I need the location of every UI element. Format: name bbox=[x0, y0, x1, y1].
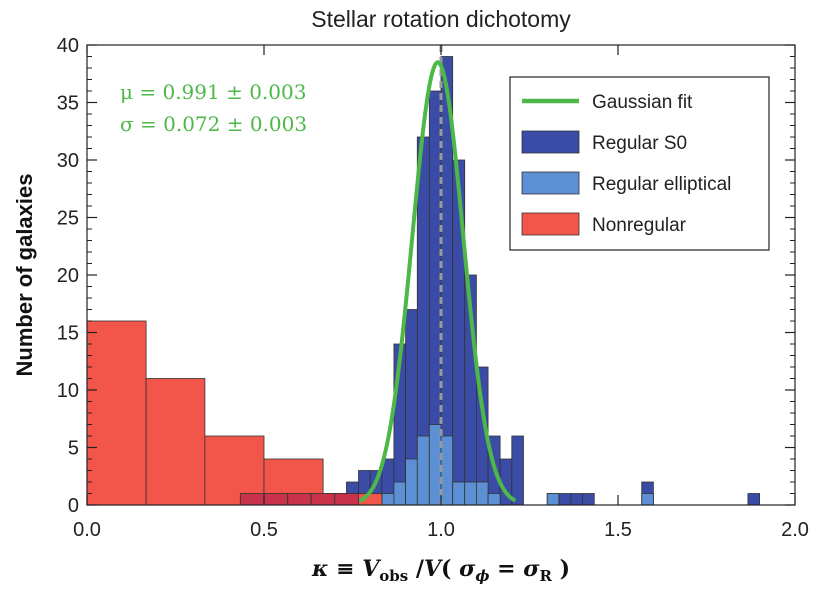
y-tick-label: 35 bbox=[57, 93, 79, 115]
bar-regular-elliptical bbox=[405, 458, 418, 506]
legend-label-gaussian-fit: Gaussian fit bbox=[592, 92, 693, 113]
bar-regular-elliptical bbox=[452, 481, 466, 506]
bar-regular-elliptical bbox=[440, 435, 454, 506]
bar-regular-elliptical bbox=[464, 481, 477, 506]
bar-regular-elliptical bbox=[416, 435, 430, 506]
bar-regular-elliptical bbox=[487, 493, 501, 506]
bar-nonregular bbox=[239, 493, 265, 506]
bar-regular-s0 bbox=[511, 435, 524, 506]
bar-regular-s0 bbox=[558, 493, 572, 506]
bar-nonregular bbox=[263, 493, 289, 506]
bar-regular-s0 bbox=[570, 493, 584, 506]
bar-nonregular bbox=[310, 493, 336, 506]
bar-nonregular bbox=[145, 378, 206, 506]
y-tick-label: 20 bbox=[57, 265, 79, 287]
y-tick-label: 25 bbox=[57, 208, 79, 230]
bar-regular-s0 bbox=[582, 493, 595, 506]
y-axis-label: Number of galaxies bbox=[12, 174, 37, 377]
y-tick-label: 15 bbox=[57, 323, 79, 345]
series-nonregular bbox=[239, 493, 359, 506]
y-tick-label: 0 bbox=[68, 495, 79, 517]
legend-label-regular-elliptical: Regular elliptical bbox=[592, 174, 731, 195]
x-tick-label: 0.5 bbox=[250, 519, 278, 541]
legend-swatch-nonregular bbox=[521, 212, 580, 236]
legend-label-nonregular: Nonregular bbox=[592, 215, 687, 236]
bar-regular-elliptical bbox=[428, 424, 442, 506]
axes: 0.0 0.5 1.0 1.5 2.0 0 5 10 15 20 25 30 35 40 bbox=[57, 35, 809, 541]
bar-nonregular bbox=[334, 493, 359, 506]
chart-title: Stellar rotation dichotomy bbox=[311, 6, 571, 32]
series-nonregular bbox=[86, 320, 383, 506]
bar-regular-elliptical bbox=[546, 493, 560, 506]
bar-regular-elliptical bbox=[381, 493, 395, 506]
legend: Gaussian fit Regular S0 Regular elliptical… bbox=[509, 76, 770, 251]
bar-regular-elliptical bbox=[641, 493, 654, 506]
x-tick-label: 2.0 bbox=[781, 519, 809, 541]
legend-label-regular-s0: Regular S0 bbox=[592, 133, 687, 154]
y-tick-label: 5 bbox=[68, 438, 79, 460]
series-regular-elliptical bbox=[381, 424, 654, 506]
y-tick-label: 40 bbox=[57, 35, 79, 57]
sigma-annotation: σ = 0.072 ± 0.003 bbox=[120, 112, 307, 136]
bar-nonregular bbox=[204, 435, 265, 506]
bar-regular-elliptical bbox=[475, 481, 489, 506]
legend-swatch-regular-s0 bbox=[521, 130, 580, 154]
bar-nonregular bbox=[86, 320, 147, 506]
legend-swatch-regular-elliptical bbox=[521, 171, 580, 195]
y-tick-label: 10 bbox=[57, 380, 79, 402]
mu-annotation: μ = 0.991 ± 0.003 bbox=[120, 80, 306, 104]
x-tick-label: 1.5 bbox=[604, 519, 632, 541]
bar-regular-s0 bbox=[747, 493, 761, 506]
y-tick-label: 30 bbox=[57, 150, 79, 172]
x-axis-label: κ ≡ Vobs /V( σϕ = σR ) bbox=[311, 556, 570, 587]
bar-regular-elliptical bbox=[393, 481, 406, 506]
gaussian-fit-line bbox=[358, 60, 517, 503]
x-tick-label: 1.0 bbox=[427, 519, 455, 541]
plot-area bbox=[86, 45, 761, 506]
bar-nonregular bbox=[287, 493, 312, 506]
x-tick-label: 0.0 bbox=[73, 519, 101, 541]
